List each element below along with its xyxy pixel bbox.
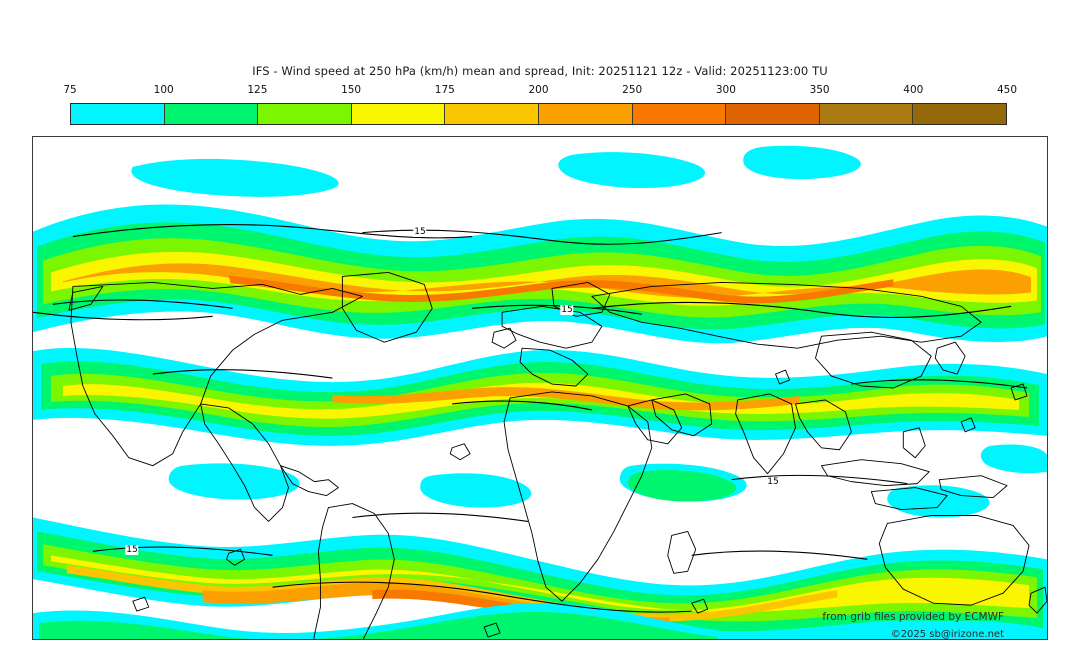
contour-label: 15: [560, 305, 574, 315]
contour-label: 15: [413, 227, 427, 237]
colorbar-tick-450: 450: [996, 84, 1018, 96]
colorbar-band-125-150: [258, 104, 352, 124]
colorbar-tick-175: 175: [434, 84, 455, 96]
colorbar-tick-75: 75: [63, 84, 77, 96]
colorbar-band-400-450: [913, 104, 1006, 124]
colorbar-tick-200: 200: [528, 84, 549, 96]
colorbar-band-100-125: [164, 104, 259, 124]
world-map-plot: [33, 145, 1047, 639]
colorbar-legend: 75 100 125 150 175 200 250 300 350 400 450: [63, 84, 1017, 127]
coastlines: [68, 272, 1047, 639]
colorbar-band-300-350: [726, 104, 820, 124]
colorbar-tick-400: 400: [903, 84, 924, 96]
attribution-copyright: ©2025 sb@irizone.net: [890, 629, 1004, 640]
colorbar-band-200-250: [538, 104, 633, 124]
colorbar-tick-100: 100: [153, 84, 174, 96]
colorbar-bands: [70, 103, 1007, 125]
attribution-source: from grib files provided by ECMWF: [822, 611, 1004, 623]
map-canvas[interactable]: 15 15 15 15: [32, 136, 1048, 640]
colorbar-tick-350: 350: [809, 84, 830, 96]
windspeed-patch-group: [131, 145, 1047, 518]
page-title: IFS - Wind speed at 250 hPa (km/h) mean …: [252, 64, 828, 78]
colorbar-band-150-175: [351, 104, 446, 124]
windspeed-contour-fill-group-4: [33, 602, 1047, 639]
colorbar-tick-250: 250: [622, 84, 643, 96]
colorbar-tick-125: 125: [247, 84, 268, 96]
colorbar-tick-300: 300: [715, 84, 736, 96]
windspeed-contour-fill-group-2: [33, 348, 1047, 446]
colorbar-band-350-400: [819, 104, 914, 124]
colorbar-tick-labels: 75 100 125 150 175 200 250 300 350 400 450: [63, 84, 1017, 101]
contour-label: 15: [766, 477, 780, 487]
contour-label: 15: [125, 545, 139, 555]
colorbar-tick-150: 150: [341, 84, 362, 96]
colorbar-band-250-300: [632, 104, 727, 124]
colorbar-band-75-100: [71, 104, 165, 124]
colorbar-band-175-200: [445, 104, 539, 124]
windspeed-contour-fill-group-3: [33, 517, 1047, 639]
